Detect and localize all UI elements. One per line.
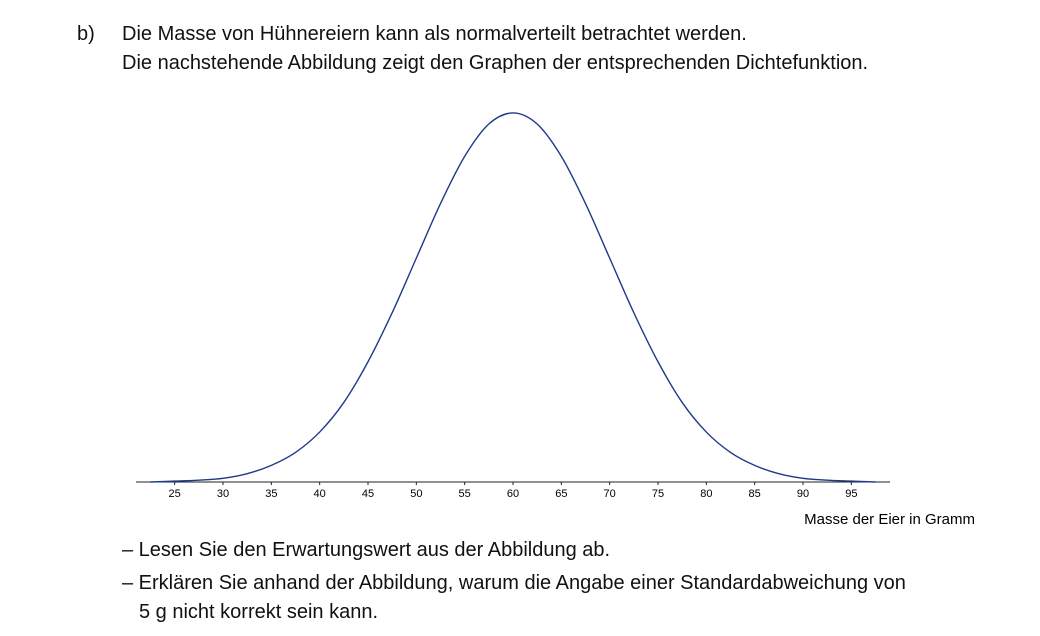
x-tick-label: 50 (410, 488, 422, 500)
x-tick-label: 35 (265, 488, 277, 500)
x-tick-label: 75 (652, 488, 664, 500)
x-tick-label: 55 (459, 488, 471, 500)
x-tick-label: 85 (749, 488, 761, 500)
x-tick-label: 95 (845, 488, 857, 500)
question: 5 g nicht korrekt sein kann. (139, 601, 379, 623)
x-tick-label: 90 (797, 488, 809, 500)
x-tick-label: 25 (169, 488, 181, 500)
x-tick-label: 45 (362, 488, 374, 500)
question: – Lesen Sie den Erwartungswert aus der A… (122, 539, 611, 561)
x-tick-label: 30 (217, 488, 229, 500)
intro-line: Die nachstehende Abbildung zeigt den Gra… (122, 52, 869, 74)
x-tick-label: 70 (604, 488, 616, 500)
x-tick-label: 60 (507, 488, 519, 500)
density-curve (150, 112, 876, 483)
intro-line: Die Masse von Hühnereiern kann als norma… (122, 23, 747, 45)
x-tick-label: 80 (700, 488, 712, 500)
question: – Erklären Sie anhand der Abbildung, war… (122, 572, 906, 594)
x-tick-label: 65 (555, 488, 567, 500)
x-tick-label: 40 (314, 488, 326, 500)
task-label: b) (77, 23, 95, 45)
x-axis-label: Masse der Eier in Gramm (804, 511, 975, 528)
